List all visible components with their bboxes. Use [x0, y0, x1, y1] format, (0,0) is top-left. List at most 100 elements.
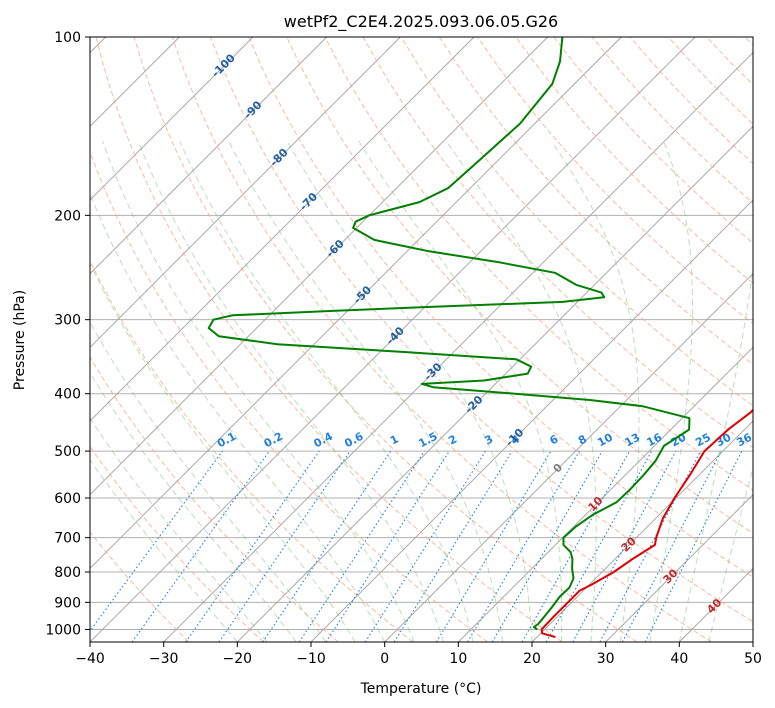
mixing-ratio-label: 10 — [595, 431, 615, 450]
mixing-ratio-line — [364, 450, 486, 642]
x-tick-label: 30 — [597, 651, 615, 667]
mixing-ratio-line — [218, 450, 351, 642]
y-tick-label: 400 — [54, 387, 81, 403]
mixing-ratio-line — [185, 450, 320, 642]
isotherm-label: -20 — [462, 393, 485, 416]
y-tick-label: 900 — [54, 595, 81, 611]
isotherm-label: -30 — [421, 360, 444, 383]
dry-adiabat-line — [90, 531, 190, 642]
x-axis-label: Temperature (°C) — [360, 681, 482, 697]
mixing-ratio-line — [521, 450, 630, 642]
y-tick-label: 300 — [54, 313, 81, 329]
x-tick-label: −10 — [296, 651, 326, 667]
isotherm-label: -70 — [297, 190, 320, 213]
profile-lines — [207, 37, 753, 639]
moist-adiabat-line — [90, 321, 327, 642]
dry-adiabat-line — [668, 37, 753, 125]
plot-frame — [89, 36, 754, 643]
moist-adiabat-line — [287, 141, 533, 642]
moist-adiabat-line — [102, 141, 415, 642]
y-tick-label: 200 — [54, 208, 81, 224]
isotherm-line — [90, 37, 696, 642]
x-tick-label: −20 — [223, 651, 253, 667]
y-tick-label: 100 — [54, 30, 81, 46]
mixing-ratio-line — [644, 450, 743, 642]
dry-adiabat-line — [95, 37, 563, 642]
moist-adiabat-line — [446, 141, 597, 642]
moist-adiabat-line — [551, 141, 640, 642]
mixing-ratio-label: 20 — [669, 431, 689, 450]
dry-adiabat-line — [248, 37, 753, 578]
moist-adiabat-line — [90, 371, 297, 642]
dry-adiabat-line — [553, 37, 753, 244]
moist-adiabat-line — [90, 417, 268, 642]
y-tick-label: 800 — [54, 565, 81, 581]
y-tick-label: 500 — [54, 444, 81, 460]
isotherm-line — [679, 567, 753, 642]
x-tick-label: 50 — [744, 651, 762, 667]
y-tick-label: 700 — [54, 531, 81, 547]
dry-adiabat-line — [744, 37, 753, 47]
dry-adiabat-line — [400, 37, 753, 407]
mixing-ratio-label: 13 — [623, 431, 643, 450]
mixing-ratio-line — [393, 450, 513, 642]
isotherm-label: -10 — [503, 426, 526, 449]
moist-adiabat-line — [228, 141, 503, 642]
moist-adiabat-line — [90, 459, 238, 642]
isotherm-line — [605, 494, 753, 642]
x-tick-label: 40 — [670, 651, 688, 667]
isotherm-line — [310, 199, 753, 642]
axes: −40 −30 −20 −10 0 10 20 30 40 5010009008007006005… — [45, 30, 762, 667]
isopleth-labels: 0.1 0.2 0.4 0.6 1 1.5 2 3 4 6 8 10 13 16 20 25 30 36-100-… — [209, 51, 754, 616]
mixing-ratio-label: 6 — [548, 432, 561, 447]
mixing-ratio-label: 0.4 — [312, 430, 336, 451]
mixing-ratio-line — [545, 450, 653, 642]
isotherm-label: -100 — [209, 51, 238, 80]
y-axis-label: Pressure (hPa) — [12, 290, 28, 390]
mixing-ratio-line — [90, 450, 223, 632]
isotherm-label: 10 — [586, 494, 606, 514]
mixing-ratio-line — [599, 450, 702, 642]
y-tick-label: 600 — [54, 491, 81, 507]
mixing-ratio-line — [325, 450, 450, 642]
moist-adiabat-line — [708, 465, 753, 642]
moist-adiabat-line — [90, 192, 386, 642]
isotherm-line — [458, 346, 753, 642]
mixing-ratio-line — [467, 450, 580, 642]
mixing-ratio-label: 36 — [734, 431, 754, 450]
isotherm-line — [531, 420, 753, 642]
isotherm-line — [90, 37, 401, 348]
isotherm-line — [90, 37, 548, 496]
mixing-ratio-line — [572, 450, 677, 642]
mixing-ratio-line — [435, 450, 552, 642]
dry-adiabat-line — [324, 37, 753, 491]
moist-adiabat-line — [90, 262, 356, 642]
x-tick-label: 10 — [449, 651, 467, 667]
dry-adiabat-line — [591, 37, 753, 204]
isotherm-label: 30 — [661, 566, 681, 586]
moist-adiabat-line — [137, 141, 445, 642]
moist-adiabat-line — [179, 141, 474, 642]
x-tick-label: 0 — [380, 651, 389, 667]
dry-adiabat-line — [90, 356, 339, 642]
dry-adiabat-line — [210, 37, 753, 623]
isotherm-label: -60 — [324, 237, 347, 260]
mixing-ratio-label: 30 — [714, 431, 734, 450]
moist-adiabat-line — [649, 141, 693, 642]
dry-adiabat-line — [171, 37, 712, 642]
mixing-ratio-line — [491, 450, 603, 642]
chart-title: wetPf2_C2E4.2025.093.06.05.G26 — [284, 12, 558, 32]
mixing-ratio-label: 0.6 — [342, 430, 366, 451]
x-tick-label: −30 — [149, 651, 179, 667]
mixing-ratio-label: 3 — [482, 432, 495, 447]
isotherm-label: -40 — [384, 324, 407, 347]
isotherm-line — [90, 37, 622, 569]
mixing-ratio-label: 2 — [446, 432, 459, 447]
mixing-ratio-label: 25 — [693, 431, 713, 450]
moist-adiabat-line — [358, 141, 563, 642]
isotherm-label: -80 — [267, 146, 290, 169]
mixing-ratio-line — [298, 450, 425, 642]
isotherm-line — [90, 37, 254, 201]
